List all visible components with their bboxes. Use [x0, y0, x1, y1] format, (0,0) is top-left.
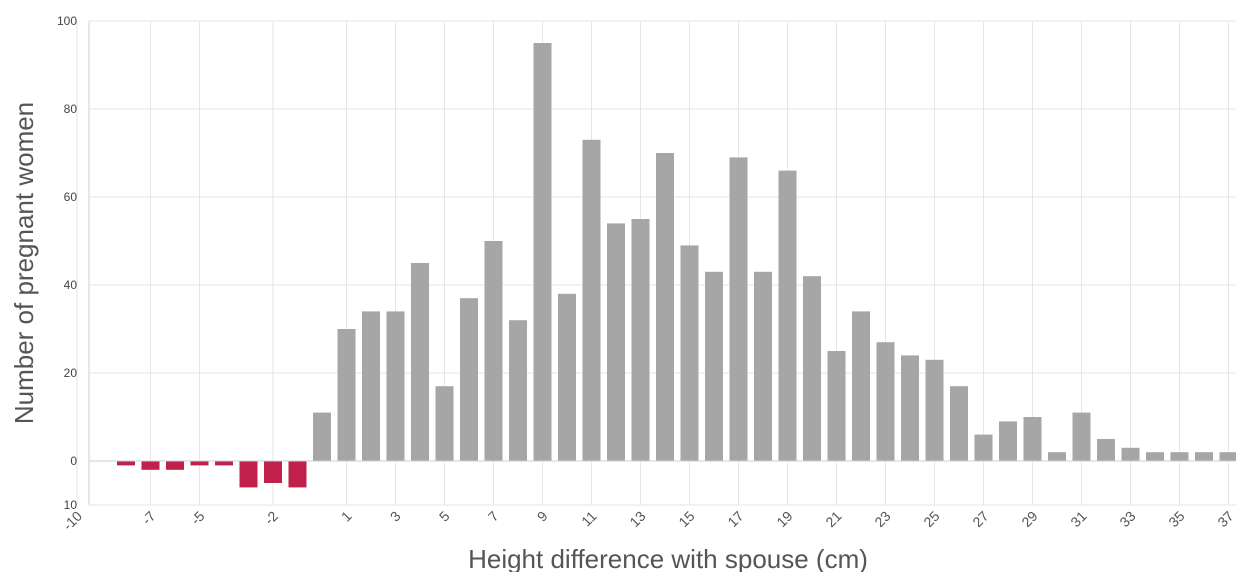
bar-negative	[191, 461, 209, 465]
bar-negative	[215, 461, 233, 465]
bar	[999, 421, 1017, 461]
bar	[828, 351, 846, 461]
x-tick-label: 19	[773, 508, 795, 530]
x-tick-label: 1	[338, 508, 355, 525]
x-tick-label: 35	[1165, 508, 1187, 530]
bar	[313, 413, 331, 461]
x-tick-label: 27	[969, 508, 991, 530]
bar-negative	[289, 461, 307, 487]
bar	[338, 329, 356, 461]
y-tick-label: 0	[70, 454, 77, 468]
y-tick-label: 20	[64, 366, 78, 380]
y-tick-label: 80	[64, 102, 78, 116]
bar	[509, 320, 527, 461]
x-tick-label: 13	[626, 508, 648, 530]
x-tick-label: 17	[724, 508, 746, 530]
x-tick-label: -2	[261, 508, 281, 528]
bar	[1024, 417, 1042, 461]
bar	[877, 342, 895, 461]
x-axis-title: Height difference with spouse (cm)	[468, 544, 868, 572]
bar	[1097, 439, 1115, 461]
bar-negative	[142, 461, 160, 470]
bar	[1171, 452, 1189, 461]
bar	[558, 294, 576, 461]
bar	[730, 157, 748, 461]
x-tick-label: 37	[1214, 508, 1236, 530]
bar	[460, 298, 478, 461]
bar	[852, 311, 870, 461]
bar	[975, 435, 993, 461]
bar	[436, 386, 454, 461]
bar	[1048, 452, 1066, 461]
bar-negative	[166, 461, 184, 470]
x-tick-label: 33	[1116, 508, 1138, 530]
bar-negative	[117, 461, 135, 465]
bar	[607, 223, 625, 461]
x-tick-label: 31	[1067, 508, 1089, 530]
bar	[1195, 452, 1213, 461]
x-tick-label: 29	[1018, 508, 1040, 530]
bar-negative	[240, 461, 258, 487]
bar	[534, 43, 552, 461]
bar	[485, 241, 503, 461]
x-tick-label: 25	[920, 508, 942, 530]
y-tick-label: 40	[64, 278, 78, 292]
bar	[362, 311, 380, 461]
bar	[950, 386, 968, 461]
x-tick-label: 3	[387, 508, 404, 525]
bar	[754, 272, 772, 461]
bar	[1073, 413, 1091, 461]
bar	[632, 219, 650, 461]
bar	[705, 272, 723, 461]
x-tick-label: 15	[675, 508, 697, 530]
bar	[411, 263, 429, 461]
x-tick-label: -5	[188, 508, 208, 528]
x-tick-label: 11	[578, 508, 600, 530]
y-axis-title: Number of pregnant women	[9, 102, 39, 424]
bar	[1122, 448, 1140, 461]
bar	[803, 276, 821, 461]
y-tick-label: 100	[57, 14, 77, 28]
x-tick-label: 23	[871, 508, 893, 530]
bar	[583, 140, 601, 461]
x-tick-label: 5	[436, 508, 453, 525]
x-tick-label: -7	[139, 508, 159, 528]
x-tick-label: 21	[822, 508, 844, 530]
bar	[656, 153, 674, 461]
x-tick-label: 7	[485, 508, 502, 525]
bar	[681, 245, 699, 461]
bars	[117, 43, 1236, 487]
bar	[926, 360, 944, 461]
bar	[1146, 452, 1164, 461]
bar	[1220, 452, 1236, 461]
bar-negative	[264, 461, 282, 483]
bar	[779, 171, 797, 461]
y-tick-label: 60	[64, 190, 78, 204]
x-tick-label: 9	[534, 508, 551, 525]
bar	[901, 355, 919, 461]
bar	[387, 311, 405, 461]
